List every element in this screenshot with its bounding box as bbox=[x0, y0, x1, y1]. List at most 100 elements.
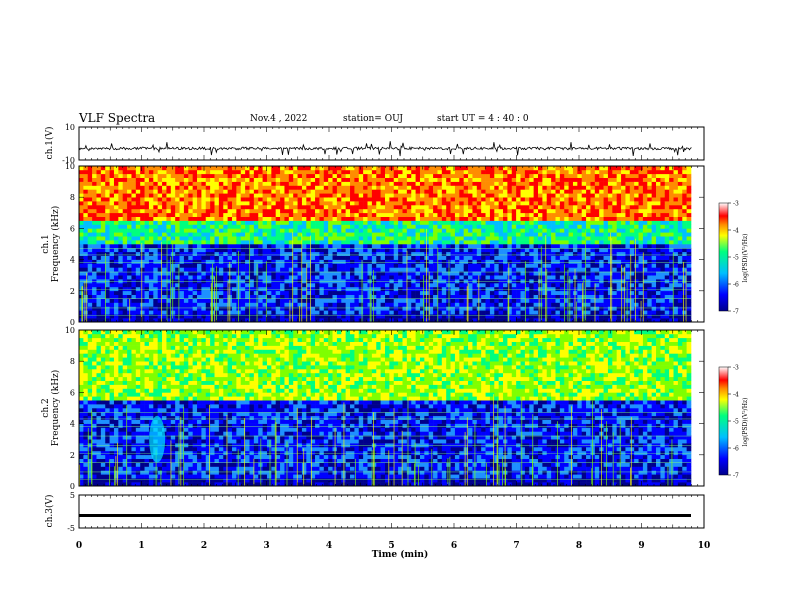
spectrogram-cell bbox=[507, 197, 513, 202]
spectrogram-cell bbox=[511, 294, 517, 299]
spectrogram-cell bbox=[301, 275, 307, 280]
spectrogram-cell bbox=[616, 185, 622, 190]
spectrogram-cell bbox=[127, 173, 132, 178]
spectrogram-cell bbox=[393, 232, 399, 237]
spectrogram-cell bbox=[454, 232, 460, 237]
spectrogram-cell bbox=[419, 240, 425, 245]
spectrogram-cell bbox=[280, 216, 285, 221]
spectrogram-cell bbox=[371, 310, 377, 315]
spectrogram-cell bbox=[153, 251, 158, 256]
spectrogram-cell bbox=[301, 314, 307, 319]
spectrogram-cell bbox=[236, 220, 242, 225]
spectrogram-cell bbox=[568, 193, 574, 198]
spectrogram-cell bbox=[463, 310, 469, 315]
spectrogram-cell bbox=[271, 302, 277, 307]
spectrogram-cell bbox=[310, 263, 316, 268]
spectrogram-cell bbox=[371, 263, 377, 268]
spectrogram-cell bbox=[433, 205, 438, 210]
spectrogram-cell bbox=[393, 251, 399, 256]
spectrogram-cell bbox=[280, 259, 285, 264]
spectrogram-cell bbox=[594, 224, 600, 229]
spectrogram-cell bbox=[450, 244, 456, 249]
spectrogram-cell bbox=[476, 185, 482, 190]
spectrogram-cell bbox=[406, 166, 412, 171]
spectrogram-cell bbox=[341, 236, 346, 241]
spectrogram-cell bbox=[376, 255, 381, 260]
spectrogram-cell bbox=[358, 240, 364, 245]
spectrogram-cell bbox=[284, 302, 290, 307]
spectrogram-cell bbox=[511, 166, 517, 171]
spectrogram-cell bbox=[183, 177, 189, 182]
spectrogram-cell bbox=[542, 201, 548, 206]
spectrogram-cell bbox=[376, 177, 381, 182]
spectrogram-cell bbox=[118, 216, 124, 221]
spectrogram-cell bbox=[135, 236, 141, 241]
spectrogram-cell bbox=[577, 263, 583, 268]
spectrogram-cell bbox=[131, 267, 137, 272]
spectrogram-cell bbox=[538, 189, 543, 194]
spectrogram-cell bbox=[437, 181, 443, 186]
spectrogram-cell bbox=[109, 290, 115, 295]
spectrogram-cell bbox=[214, 255, 220, 260]
spectrogram-cell bbox=[568, 255, 574, 260]
spectrogram-cell bbox=[105, 189, 110, 194]
spectrogram-cell bbox=[428, 201, 434, 206]
spectrogram-cell bbox=[205, 228, 211, 233]
spectrogram-cell bbox=[511, 193, 517, 198]
spectrogram-cell bbox=[419, 244, 425, 249]
spectrogram-cell bbox=[236, 216, 242, 221]
spectrogram-cell bbox=[183, 294, 189, 299]
spectrogram-cell bbox=[546, 181, 552, 186]
spectrogram-cell bbox=[476, 247, 482, 253]
spectrogram-cell bbox=[524, 259, 530, 264]
spectrogram-cell bbox=[398, 166, 403, 171]
spectrogram-cell bbox=[301, 220, 307, 225]
spectrogram-cell bbox=[232, 290, 237, 295]
spectrogram-cell bbox=[621, 224, 626, 229]
spectrogram-cell bbox=[310, 275, 316, 280]
spectrogram-cell bbox=[363, 259, 368, 264]
spectrogram-cell bbox=[262, 232, 268, 237]
spectrogram-cell bbox=[87, 173, 93, 178]
spectrogram-cell bbox=[118, 298, 124, 303]
spectrogram-cell bbox=[371, 208, 377, 214]
spectrogram-cell bbox=[293, 247, 298, 253]
spectrogram-cell bbox=[411, 193, 416, 198]
spectrogram-cell bbox=[140, 283, 145, 288]
spectrogram-cell bbox=[262, 197, 268, 202]
spectrogram-cell bbox=[546, 251, 552, 256]
spectrogram-cell bbox=[516, 193, 521, 198]
spectrogram-cell bbox=[389, 298, 395, 303]
spectrogram-cell bbox=[170, 283, 176, 288]
spectrogram-cell bbox=[398, 208, 403, 214]
spectrogram-cell bbox=[345, 166, 351, 171]
spectrogram-cell bbox=[258, 201, 263, 206]
spectrogram-cell bbox=[197, 224, 202, 229]
spectrogram-cell bbox=[284, 224, 290, 229]
spectrogram-cell bbox=[450, 271, 456, 276]
spectrogram-cell bbox=[586, 267, 591, 272]
spectrogram-cell bbox=[210, 173, 215, 178]
spectrogram-cell bbox=[306, 298, 311, 303]
spectrogram-cell bbox=[148, 181, 154, 186]
spectrogram-cell bbox=[463, 212, 469, 217]
spectrogram-cell bbox=[529, 224, 534, 229]
spectrogram-cell bbox=[586, 283, 591, 288]
spectrogram-cell bbox=[227, 181, 233, 186]
spectrogram-cell bbox=[538, 220, 543, 225]
spectrogram-cell bbox=[463, 216, 469, 221]
spectrogram-cell bbox=[262, 283, 268, 288]
spectrogram-cell bbox=[323, 318, 329, 323]
spectrogram-cell bbox=[367, 244, 373, 249]
spectrogram-cell bbox=[524, 283, 530, 288]
spectrogram-cell bbox=[218, 228, 224, 233]
spectrogram-cell bbox=[306, 306, 311, 311]
spectrogram-cell bbox=[450, 166, 456, 171]
spectrogram-cell bbox=[564, 259, 569, 264]
spectrogram-cell bbox=[183, 314, 189, 319]
spectrogram-cell bbox=[568, 224, 574, 229]
spectrogram-cell bbox=[603, 302, 609, 307]
spectrogram-cell bbox=[555, 212, 561, 217]
spectrogram-cell bbox=[363, 240, 368, 245]
spectrogram-cell bbox=[468, 166, 473, 171]
